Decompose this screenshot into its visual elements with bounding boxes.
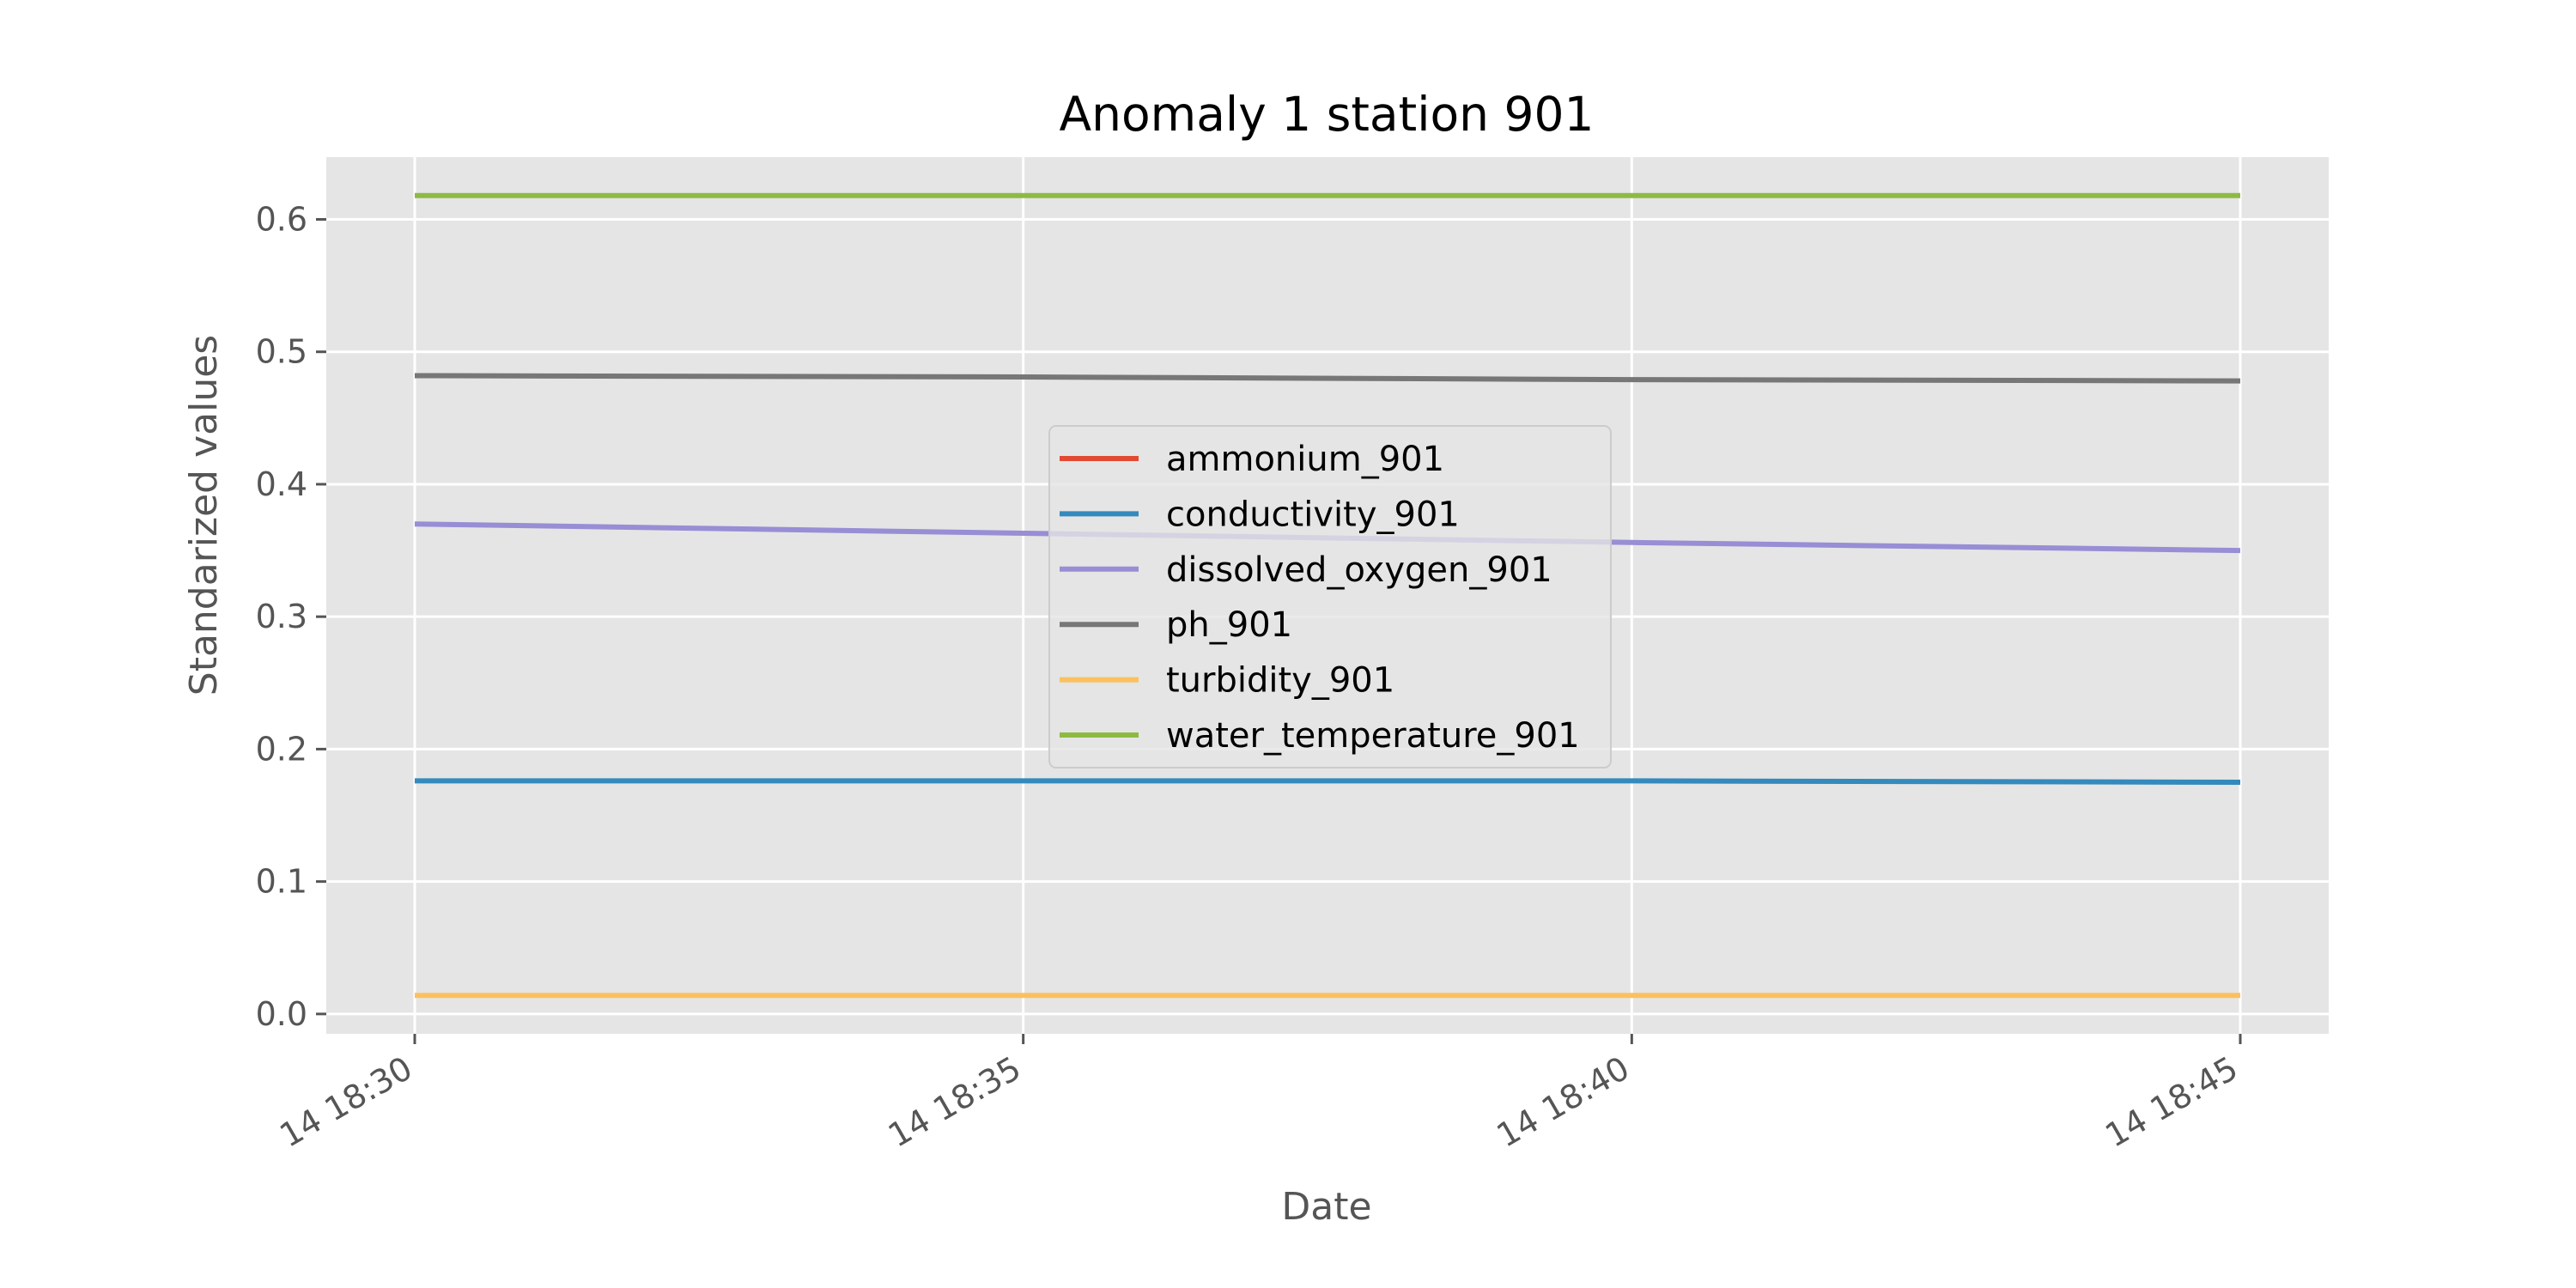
- y-tick-label: 0.5: [256, 333, 307, 371]
- x-tick-label: 14 18:35: [882, 1049, 1027, 1155]
- legend-entry-conductivity_901: conductivity_901: [1166, 495, 1460, 534]
- y-tick-label: 0.3: [256, 598, 307, 635]
- y-tick-label: 0.1: [256, 863, 307, 901]
- x-tick-label: 14 18:30: [273, 1049, 418, 1155]
- chart-title: Anomaly 1 station 901: [1060, 87, 1595, 142]
- x-tick-label: 14 18:40: [1491, 1049, 1636, 1155]
- x-axis-label: Date: [1281, 1185, 1371, 1229]
- y-tick-label: 0.0: [256, 995, 307, 1033]
- y-tick-label: 0.2: [256, 730, 307, 768]
- legend-entry-ph_901: ph_901: [1166, 605, 1292, 645]
- plot-area: 0.0 0.1 0.2 0.3 0.4 0.5 0.6 14 18:30 14 18:35 14 …: [256, 157, 2329, 1155]
- series-line-conductivity_901: [415, 778, 2241, 785]
- legend-entry-water_temperature_901: water_temperature_901: [1166, 716, 1580, 756]
- y-tick-label: 0.4: [256, 465, 307, 503]
- x-tick-label: 14 18:45: [2099, 1049, 2244, 1155]
- y-axis-label: Standarized values: [182, 335, 226, 696]
- legend-box: [1048, 425, 1612, 769]
- legend-entry-ammonium_901: ammonium_901: [1166, 440, 1444, 479]
- legend: ammonium_901 conductivity_901 dissolved_ox…: [1048, 425, 1612, 769]
- legend-entry-turbidity_901: turbidity_901: [1166, 661, 1394, 701]
- y-tick-label: 0.6: [256, 200, 307, 238]
- legend-entry-dissolved_oxygen_901: dissolved_oxygen_901: [1166, 550, 1552, 590]
- series-line-ph_901: [414, 373, 2241, 384]
